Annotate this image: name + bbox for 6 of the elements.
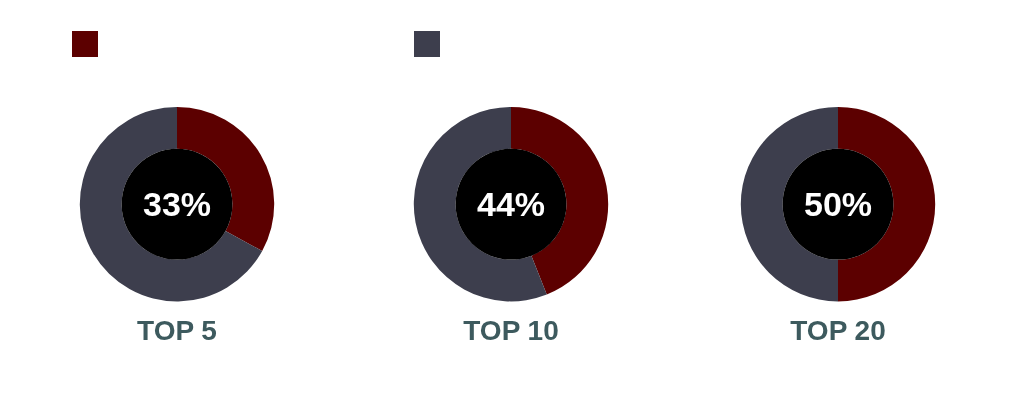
text: TOP 20 — [790, 314, 886, 346]
data-label: 44% — [476, 184, 546, 223]
data-label: 33% — [142, 184, 212, 223]
text: TOP 10 — [463, 314, 559, 346]
text: TOP 5 — [137, 314, 217, 346]
data-label: 50% — [803, 184, 873, 223]
